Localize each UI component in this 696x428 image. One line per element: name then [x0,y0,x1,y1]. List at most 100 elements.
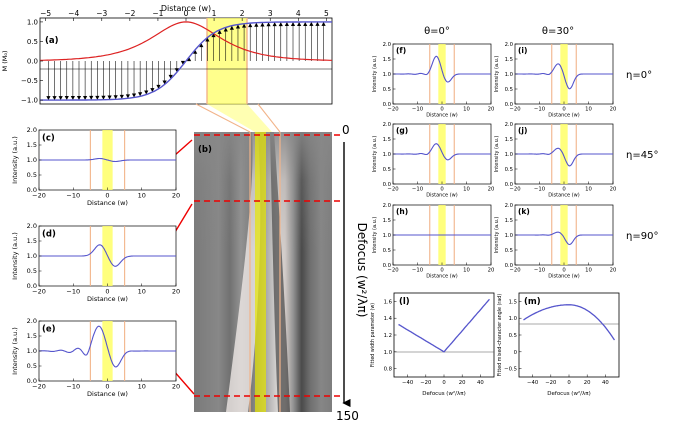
panel-a-x-ticks: −5 −4 −3 −2 −1 0 1 2 3 4 5 [40,9,329,21]
profile-xlabel: Distance (w) [548,193,579,199]
profile-xtick-label: 10 [585,267,592,273]
spin-arrow-head [162,80,167,85]
profile-ytick-label: 1.5 [27,141,37,149]
xtick-label: 40 [602,380,609,386]
spin-arrow-head [150,88,155,93]
spin-arrow-head [254,22,259,27]
spin-arrow-head [180,60,186,65]
spin-arrow-head [95,95,100,100]
profile-ytick-label: 0.5 [505,248,513,254]
profile-ylabel: Intensity (a.u.) [494,217,500,254]
panel-a-label: (a) [45,36,59,46]
profile-xtick-label: −10 [412,267,424,273]
spin-arrow-head [260,22,265,27]
profile-ytick-label: 0.0 [505,102,514,108]
profile-ytick-label: 0.5 [383,248,391,254]
profile-ytick-label: 2.0 [27,222,37,230]
profile-ytick-label: 1.0 [505,72,514,78]
profile-ytick-label: 1.0 [505,233,514,239]
profile-curve [515,231,613,246]
panel-m-ylabel: Fitted mixed-character angle (rad) [497,294,503,377]
panel-a-xtick-label: −3 [96,9,107,18]
profile-ytick-label: 0.5 [27,267,37,275]
panel-a-ytick-label: 1.0 [27,18,38,26]
profile-xtick-label: −10 [534,267,546,273]
profile-xtick-label: −20 [387,106,399,112]
panel-a-y-ticks: 1.0 0.5 0.0 −0.5 −1.0 [21,18,43,105]
profile-ytick-label: 0.5 [383,87,391,93]
profile-xtick-label: 20 [172,288,180,296]
xtick-label: 40 [477,380,484,386]
profile-xtick-label: −20 [387,186,399,192]
panel-a-spin-arrows [46,21,326,101]
profile-panel: 2.0 1.5 1.0 0.5 0.0−20 −10 0 10 20 Distance (w) In… [11,222,180,303]
profile-xtick-label: 10 [138,288,146,296]
panel-a-xtick-label: 5 [324,9,329,18]
panel-a-ytick-label: 0.5 [27,38,38,46]
xtick-label: −20 [420,380,432,386]
ytick-label: 1.5 [509,299,517,305]
spin-arrow-head [205,37,210,42]
profile-xtick-label: 0 [562,186,566,192]
profile-ytick-label: 1.5 [27,237,37,245]
profile-panel-label: (i) [518,46,527,55]
profile-ytick-label: 0.0 [27,377,37,385]
profile-ytick-label: 0.0 [505,182,514,188]
panel-m-curve [523,304,616,341]
profile-xtick-label: 20 [488,267,495,273]
panel-m-ticks: −40 −20 0 20 40 1.5 1.0 0.5 0 −0.5 [504,299,609,386]
xtick-label: −40 [402,380,414,386]
profile-panel: 2.0 1.5 1.0 0.5 0.0−20 −10 0 10 20 Distance (w) In… [11,126,180,207]
profile-xtick-label: 10 [463,267,470,273]
spin-arrow-head [241,23,247,28]
profile-xtick-label: 20 [610,267,617,273]
profile-xtick-label: −10 [412,106,424,112]
profile-ytick-label: 1.5 [383,218,391,224]
profile-ylabel: Intensity (a.u.) [372,56,378,93]
profile-ylabel: Intensity (a.u.) [494,56,500,93]
spin-arrow-head [278,22,283,27]
spin-arrow-head [52,96,57,101]
profile-ytick-label: 1.5 [505,218,513,224]
profile-ytick-label: 0.5 [383,167,391,173]
profile-wall-highlight [560,124,568,184]
xtick-label: 0 [567,380,571,386]
ytick-label: 1.0 [509,316,518,322]
projection-orange-right [257,103,281,133]
profile-ytick-label: 1.0 [27,347,37,355]
spin-arrow-head [199,43,204,48]
panel-a-ylabel: M (M₀) [1,51,9,72]
profile-ytick-label: 2.0 [27,126,37,134]
profile-xtick-label: −20 [509,186,521,192]
ytick-label: −0.5 [504,367,517,373]
profile-ylabel: Intensity (a.u.) [11,136,19,184]
spin-arrow-head [193,49,198,54]
spin-arrow-head [290,21,296,26]
profile-ytick-label: 2.0 [505,122,514,128]
profile-xtick-label: −10 [66,383,80,391]
ytick-label: 0.5 [509,333,517,339]
profile-xtick-label: 20 [172,383,180,391]
profile-ylabel: Intensity (a.u.) [494,136,500,173]
profile-curve [39,244,176,267]
profile-ylabel: Intensity (a.u.) [372,217,378,254]
profile-xtick-label: −10 [534,186,546,192]
spin-arrow-head [156,84,161,89]
panel-l-ticks: −40 −20 0 20 40 1.6 1.4 1.2 1.0 0.8 [384,299,485,386]
row-label-eta-0: η=0° [626,70,652,81]
spin-arrow-head [229,25,234,30]
spin-arrow-head [76,96,82,101]
profile-xtick-label: 20 [488,186,495,192]
profile-xlabel: Distance (w) [87,295,128,303]
spin-arrow-head [83,95,88,100]
panel-a-xlabel: Distance (w) [161,4,211,13]
profile-xtick-label: −10 [534,106,546,112]
panel-a-xtick-label: 1 [212,9,217,18]
profile-xtick-label: −20 [32,288,46,296]
profile-xtick-label: −20 [509,267,521,273]
panel-b-bottom-value: 150 [336,409,359,423]
profile-ytick-label: 2.0 [505,203,514,209]
profile-ytick-label: 2.0 [505,42,514,48]
spin-arrow-head [321,21,326,26]
panel-m-frame [518,292,620,378]
